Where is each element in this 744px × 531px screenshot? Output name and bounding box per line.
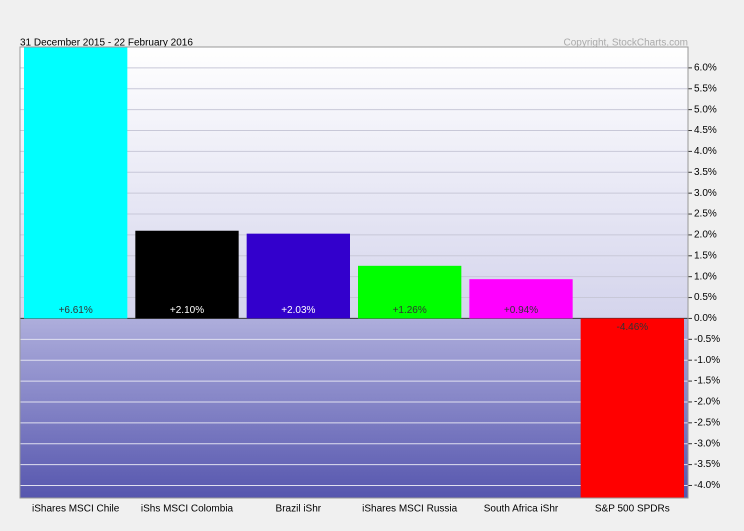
bar	[135, 230, 239, 319]
value-label: +1.26%	[393, 305, 427, 316]
x-tick-label: iShares MSCI Russia	[362, 504, 457, 515]
y-tick-label: 3.0%	[694, 188, 717, 199]
bar	[246, 233, 350, 319]
y-tick-label: -1.5%	[694, 376, 720, 387]
subtitle: 31 December 2015 - 22 February 2016	[20, 38, 193, 49]
x-tick-label: Brazil iShr	[276, 504, 322, 515]
y-tick-label: 0.5%	[694, 292, 717, 303]
y-tick-label: -1.0%	[694, 355, 720, 366]
x-tick-label: iShares MSCI Chile	[32, 504, 120, 515]
y-tick-label: -4.0%	[694, 480, 720, 491]
value-label: +2.03%	[281, 305, 315, 316]
y-tick-label: -2.5%	[694, 417, 720, 428]
y-tick-label: 1.5%	[694, 250, 717, 261]
bar	[469, 279, 573, 319]
value-label: +2.10%	[170, 305, 204, 316]
y-tick-label: 3.5%	[694, 167, 717, 178]
y-tick-label: 2.5%	[694, 209, 717, 220]
y-tick-label: 5.5%	[694, 83, 717, 94]
value-label: +6.61%	[59, 305, 93, 316]
y-tick-label: -0.5%	[694, 334, 720, 345]
bar	[24, 47, 128, 319]
x-tick-label: South Africa iShr	[484, 504, 559, 515]
value-label: -4.46%	[616, 322, 648, 333]
x-tick-label: S&P 500 SPDRs	[595, 504, 670, 515]
x-tick-label: iShs MSCI Colombia	[141, 504, 234, 515]
y-tick-label: 4.5%	[694, 125, 717, 136]
y-tick-label: 5.0%	[694, 104, 717, 115]
y-tick-label: 4.0%	[694, 146, 717, 157]
bar	[358, 265, 462, 319]
y-tick-label: -3.5%	[694, 459, 720, 470]
plot-border	[19, 46, 689, 499]
y-tick-label: -2.0%	[694, 397, 720, 408]
y-tick-label: 1.0%	[694, 271, 717, 282]
background-positive	[20, 47, 688, 319]
y-tick-label: 2.0%	[694, 230, 717, 241]
credit: Copyright, StockCharts.com	[564, 38, 689, 49]
bar	[580, 318, 684, 498]
background-negative	[20, 318, 688, 498]
y-tick-label: 6.0%	[694, 63, 717, 74]
value-label: +0.94%	[504, 305, 538, 316]
plot	[20, 47, 688, 498]
y-tick-label: -3.0%	[694, 438, 720, 449]
y-tick-label: 0.0%	[694, 313, 717, 324]
